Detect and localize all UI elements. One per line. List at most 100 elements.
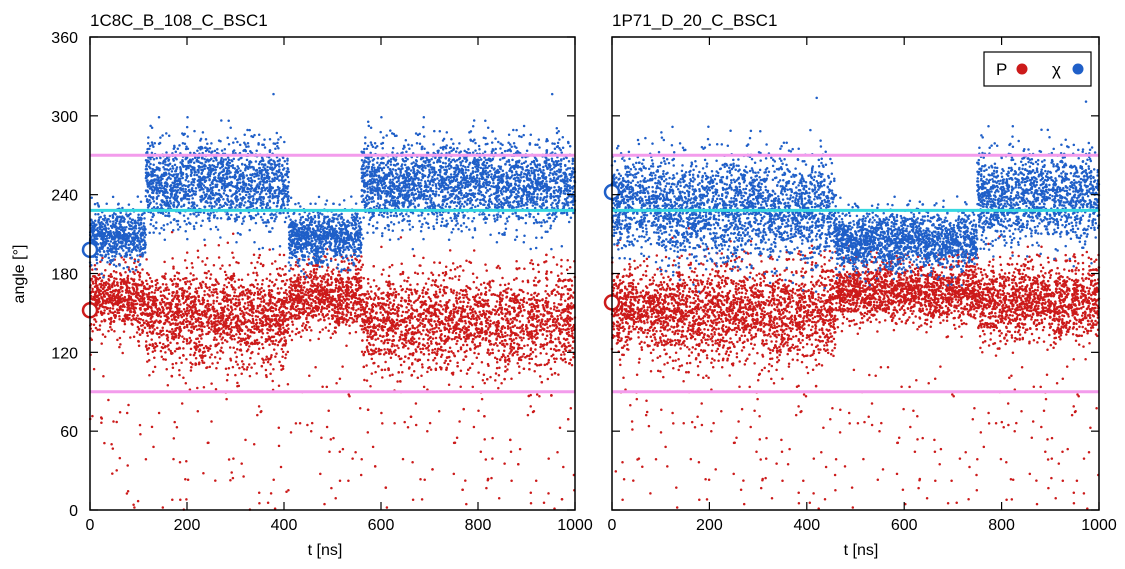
data-point [255, 326, 259, 329]
data-point [545, 284, 549, 288]
data-point [359, 473, 363, 477]
data-point [187, 297, 190, 300]
data-point [462, 343, 465, 347]
data-point [498, 303, 502, 306]
data-point [412, 369, 416, 373]
data-point [407, 296, 410, 299]
data-point [269, 321, 272, 324]
data-point [555, 344, 558, 348]
data-point [532, 279, 536, 283]
data-point [206, 286, 209, 290]
data-point [565, 268, 569, 271]
data-point [365, 379, 369, 382]
data-point [236, 381, 239, 385]
data-point [171, 310, 174, 313]
data-point [489, 285, 492, 289]
data-point [108, 294, 112, 297]
data-point [302, 299, 306, 302]
data-point [114, 289, 117, 293]
data-point [262, 361, 265, 364]
data-point [426, 430, 429, 433]
data-point [337, 289, 341, 292]
data-point [459, 369, 463, 372]
data-point [453, 315, 456, 319]
data-point [223, 338, 227, 342]
data-point [275, 278, 278, 282]
data-point [477, 352, 480, 356]
data-point [110, 328, 113, 331]
data-point [270, 289, 273, 292]
data-point [400, 262, 403, 265]
data-point [139, 433, 142, 436]
data-point [421, 366, 424, 369]
data-point [481, 378, 485, 382]
data-point [138, 278, 141, 281]
data-point [283, 329, 286, 332]
data-point [361, 298, 365, 302]
data-point [292, 307, 295, 311]
data-point [101, 256, 104, 260]
data-point [221, 316, 225, 319]
data-point [161, 282, 165, 286]
data-point [198, 334, 201, 337]
data-point [570, 284, 574, 287]
data-point [131, 314, 134, 318]
data-point [192, 327, 196, 331]
data-point [500, 382, 503, 385]
data-point [223, 322, 226, 325]
data-point [270, 324, 273, 328]
data-point [230, 318, 233, 322]
data-point [235, 355, 238, 359]
data-point [159, 286, 162, 289]
data-point [250, 366, 253, 369]
data-point [487, 326, 490, 330]
data-point [165, 318, 168, 322]
data-point [126, 274, 130, 278]
data-point [314, 296, 317, 299]
data-point [327, 317, 330, 320]
data-point [138, 333, 142, 336]
data-point [127, 307, 130, 311]
data-point [488, 353, 491, 356]
data-point [138, 423, 142, 427]
data-point [277, 444, 281, 448]
data-point [416, 272, 420, 275]
data-point [436, 349, 439, 353]
data-point [317, 337, 320, 341]
data-point [171, 322, 175, 325]
data-point [179, 303, 182, 306]
data-point [176, 316, 180, 319]
data-point [336, 294, 340, 298]
data-point [498, 296, 502, 300]
data-point [560, 258, 563, 262]
data-point [281, 365, 285, 368]
data-point [91, 414, 94, 418]
data-point [180, 310, 183, 313]
data-point [136, 499, 140, 503]
data-point [230, 310, 233, 314]
data-point [162, 332, 165, 336]
data-point [312, 277, 315, 281]
data-point [256, 306, 259, 310]
data-point [107, 398, 110, 402]
data-point [223, 295, 227, 298]
data-point [235, 347, 239, 351]
data-point [423, 308, 426, 312]
data-point [211, 362, 214, 365]
data-point [453, 354, 456, 357]
data-point [341, 295, 345, 298]
data-point [481, 298, 484, 301]
data-point [259, 304, 262, 308]
data-point [457, 278, 461, 281]
data-point [110, 301, 114, 305]
data-point [525, 326, 529, 329]
data-point [289, 277, 293, 280]
data-point [338, 297, 341, 300]
data-point [214, 316, 217, 320]
data-point [253, 324, 256, 328]
data-point [369, 348, 373, 352]
data-point [397, 346, 400, 350]
data-point [478, 317, 481, 321]
data-point [394, 327, 397, 330]
data-point [162, 289, 166, 292]
